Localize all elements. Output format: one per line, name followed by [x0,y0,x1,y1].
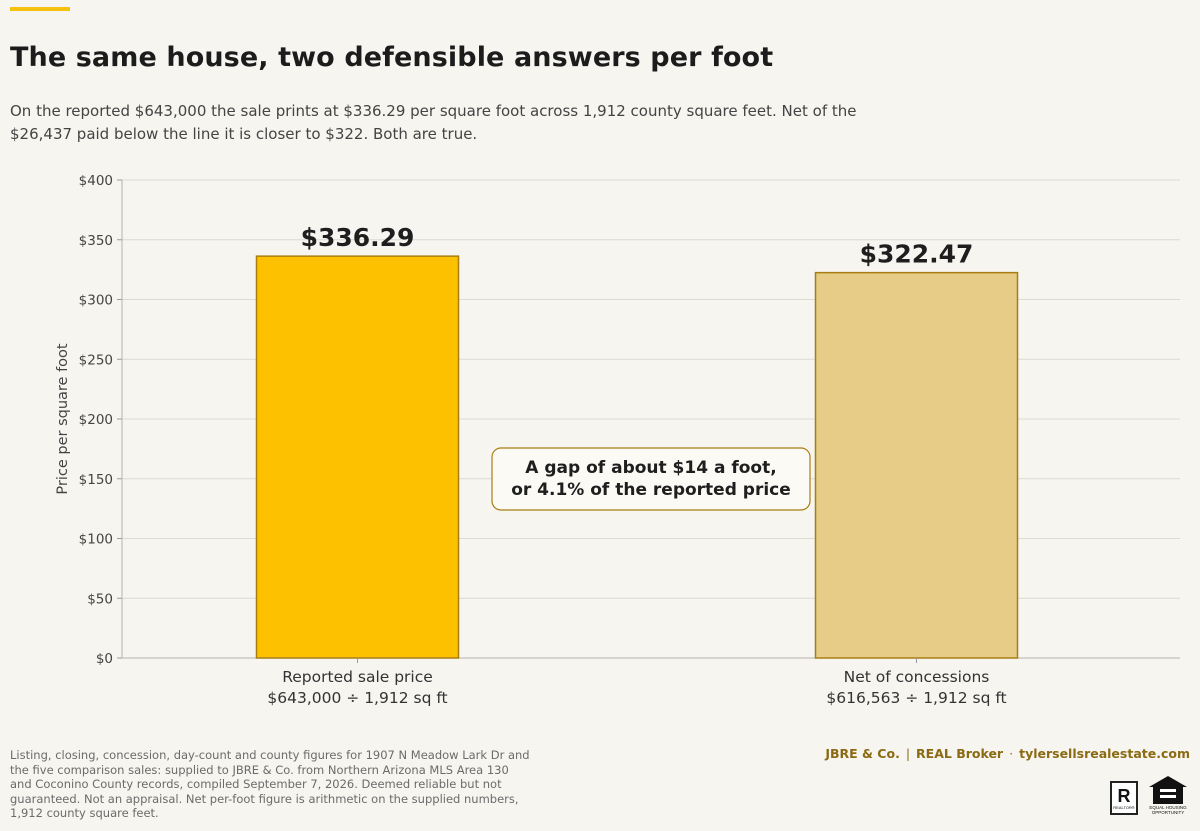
x-tick-label: Net of concessions [844,668,990,686]
compliance-logos: R REALTOR® EQUAL HOUSING OPPORTUNITY [1110,775,1190,815]
x-tick-label: $643,000 ÷ 1,912 sq ft [267,689,447,707]
realtor-text: REALTOR® [1113,804,1135,810]
y-tick-label: $200 [79,412,113,428]
equal-housing-text: EQUAL HOUSING OPPORTUNITY [1149,805,1187,815]
annotation-box [491,447,811,511]
annotation-text: or 4.1% of the reported price [511,480,791,500]
brand-separator: | [905,746,911,761]
bar [814,271,1019,659]
equal-housing-logo-icon: EQUAL HOUSING OPPORTUNITY [1146,775,1190,815]
y-axis-label: Price per square foot [55,343,71,495]
bar-value-label: $322.47 [860,240,974,269]
brand-separator-dot: · [1009,746,1014,761]
brand-line: JBRE & Co. | REAL Broker · tylersellsrealest… [825,746,1190,761]
brokerage-name: REAL Broker [916,746,1004,761]
y-tick-label: $250 [79,352,113,368]
x-tick-label: Reported sale price [282,668,433,686]
brand-name: JBRE & Co. [825,746,900,761]
annotation-text: A gap of about $14 a foot, [525,458,776,478]
y-tick-label: $50 [87,591,113,607]
house-icon [1149,776,1187,804]
accent-bar [10,7,70,11]
y-tick-label: $150 [79,472,113,488]
bar [255,255,460,659]
bar-chart: $0 $50 $100 $150 $200 $250 $300 $350 $400 Price p… [55,173,1180,707]
y-tick-label: $0 [96,651,113,667]
bar-value-label: $336.29 [301,223,415,252]
chart-title: The same house, two defensible answers p… [10,42,774,73]
y-tick-label: $100 [79,532,113,548]
y-tick-label: $400 [79,173,113,189]
realtor-mark: R [1117,785,1131,806]
y-tick-label: $300 [79,293,113,309]
website-link[interactable]: tylersellsrealestate.com [1019,746,1190,761]
y-tick-label: $350 [79,233,113,249]
x-tick-label: $616,563 ÷ 1,912 sq ft [826,689,1006,707]
realtor-logo-icon: R REALTOR® [1110,781,1138,815]
chart-subtitle: On the reported $643,000 the sale prints… [10,102,857,143]
source-footnote: Listing, closing, concession, day-count … [10,748,530,820]
